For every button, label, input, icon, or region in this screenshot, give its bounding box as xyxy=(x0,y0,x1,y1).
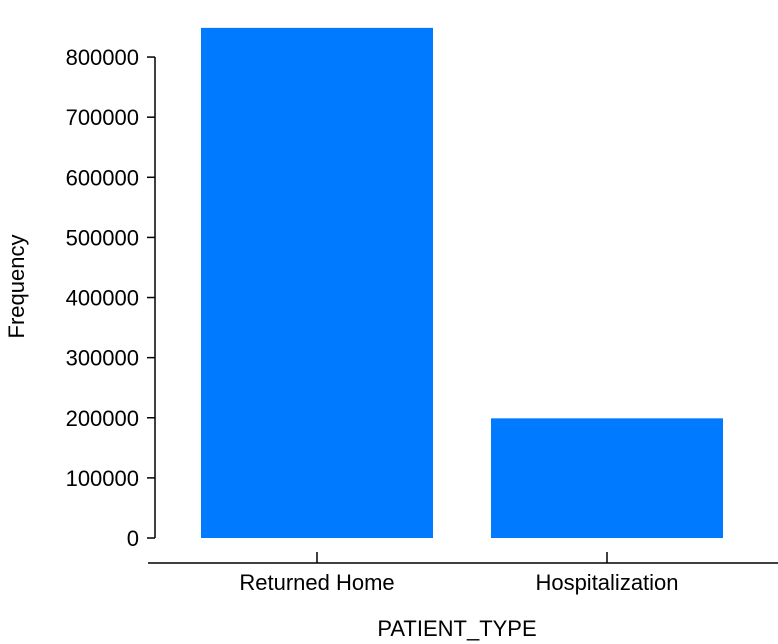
y-tick-label: 100000 xyxy=(66,466,139,491)
y-tick-label: 400000 xyxy=(66,286,139,311)
y-tick-label: 300000 xyxy=(66,346,139,371)
y-tick-label: 700000 xyxy=(66,105,139,130)
y-tick-label: 800000 xyxy=(66,45,139,70)
y-tick-label: 500000 xyxy=(66,225,139,250)
x-tick-label: Returned Home xyxy=(239,570,394,595)
x-tick-label: Hospitalization xyxy=(535,570,678,595)
y-axis-title: Frequency xyxy=(4,235,29,339)
y-axis-ticks: 0 100000 200000 300000 400000 500000 600000 700… xyxy=(66,45,155,551)
y-tick-label: 0 xyxy=(127,526,139,551)
x-axis-ticks: Returned Home Hospitalization xyxy=(239,552,679,595)
bar-returned-home xyxy=(201,27,433,539)
bar-hospitalization xyxy=(491,418,723,538)
x-axis-title: PATIENT_TYPE xyxy=(377,616,536,641)
y-tick-label: 200000 xyxy=(66,406,139,431)
bars-group xyxy=(201,27,723,539)
y-tick-label: 600000 xyxy=(66,165,139,190)
